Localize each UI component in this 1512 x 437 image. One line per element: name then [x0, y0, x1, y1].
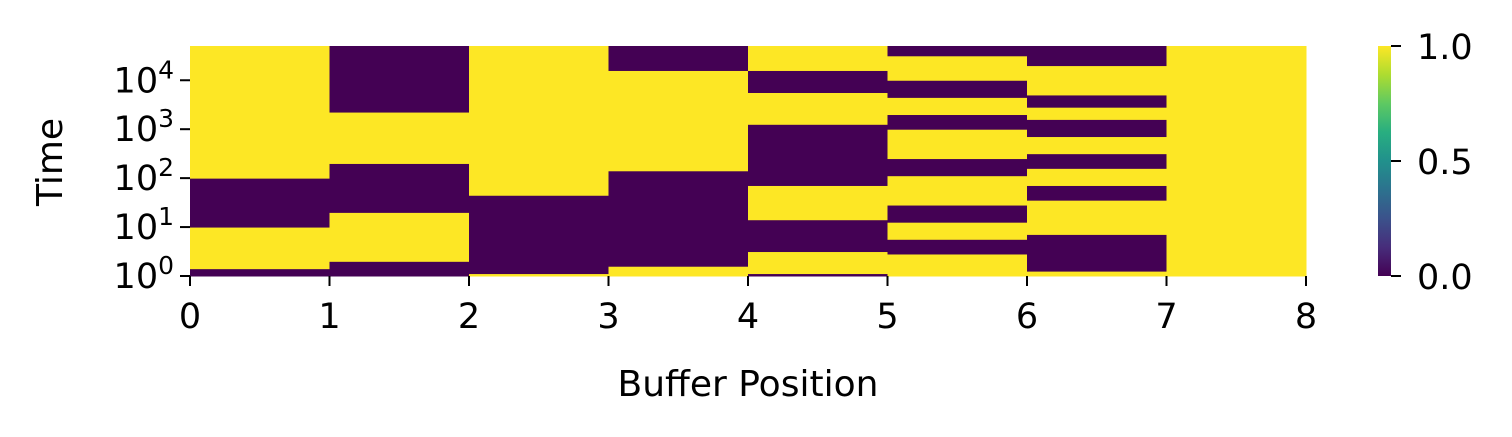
heatmap-cell	[1027, 185, 1167, 201]
heatmap-cell	[748, 92, 888, 125]
heatmap-cell	[190, 227, 330, 270]
y-tick-label: 104	[114, 55, 174, 101]
heatmap-cell	[887, 46, 1028, 57]
heatmap-cell	[1027, 234, 1167, 272]
x-tick-label: 8	[1295, 297, 1317, 337]
colorbar: 0.0 0.5 1.0	[1378, 28, 1473, 298]
heatmap-cell	[1027, 119, 1167, 138]
heatmap-cell	[1027, 94, 1167, 108]
heatmap-cell	[748, 273, 888, 277]
heatmap-cell	[1027, 136, 1167, 155]
heatmap-cell	[329, 112, 470, 164]
heatmap-cells	[190, 46, 1307, 277]
heatmap-cell	[1166, 46, 1307, 277]
heatmap-cell	[190, 46, 330, 179]
x-axis-label: Buffer Position	[618, 364, 879, 405]
heatmap-cell	[887, 175, 1028, 206]
heatmap-cell	[887, 129, 1028, 160]
y-tick-label: 100	[114, 251, 174, 297]
x-tick-label: 2	[458, 297, 480, 337]
x-axis: 0 1 2 3 4 5 6 7 8	[179, 276, 1317, 337]
x-tick-label: 1	[318, 297, 340, 337]
heatmap-cell	[1027, 168, 1167, 186]
heatmap-cell	[748, 185, 888, 221]
heatmap-cell	[887, 114, 1028, 130]
heatmap-cell	[190, 268, 330, 277]
heatmap-cell	[469, 195, 609, 275]
x-tick-label: 5	[876, 297, 898, 337]
x-tick-label: 6	[1016, 297, 1038, 337]
heatmap-cell	[608, 46, 749, 71]
heatmap-cell	[887, 205, 1028, 223]
heatmap-cell	[1027, 271, 1167, 277]
heatmap-cell	[608, 170, 749, 267]
heatmap-cell	[1027, 65, 1167, 96]
colorbar-tick-label: 1.0	[1417, 28, 1473, 68]
y-tick-label: 101	[114, 202, 174, 248]
heatmap-cell	[608, 266, 749, 277]
heatmap-cell	[469, 46, 609, 196]
heatmap-cell	[1027, 107, 1167, 120]
heatmap-cell	[469, 273, 609, 277]
heatmap-cell	[1027, 200, 1167, 235]
colorbar-tick-label: 0.5	[1417, 143, 1473, 183]
heatmap-cell	[887, 158, 1028, 177]
heatmap-cell	[887, 80, 1028, 98]
heatmap-cell	[329, 46, 470, 113]
colorbar-tick-label: 0.0	[1417, 258, 1473, 298]
heatmap-cell	[748, 251, 888, 275]
x-tick-label: 4	[737, 297, 759, 337]
heatmap-cell	[887, 222, 1028, 240]
heatmap-cell	[887, 239, 1028, 255]
heatmap-cell	[748, 70, 888, 93]
heatmap-cell	[1027, 153, 1167, 169]
heatmap-cell	[887, 253, 1028, 277]
heatmap-cell	[329, 261, 470, 277]
heatmap-cell	[748, 219, 888, 253]
heatmap-cell	[1027, 46, 1167, 67]
heatmap-cell	[748, 46, 888, 71]
heatmap-cell	[887, 97, 1028, 116]
y-axis-label: Time	[30, 118, 71, 207]
x-tick-label: 7	[1155, 297, 1177, 337]
heatmap-cell	[329, 212, 470, 262]
y-tick-label: 103	[114, 104, 174, 150]
heatmap-cell	[748, 124, 888, 186]
x-tick-label: 3	[597, 297, 619, 337]
heatmap-cell	[887, 55, 1028, 81]
y-tick-label: 102	[114, 153, 174, 199]
x-tick-label: 0	[179, 297, 201, 337]
colorbar-gradient	[1378, 46, 1391, 276]
heatmap-cell	[329, 163, 470, 213]
heatmap-cell	[608, 70, 749, 172]
heatmap-cell	[190, 178, 330, 228]
